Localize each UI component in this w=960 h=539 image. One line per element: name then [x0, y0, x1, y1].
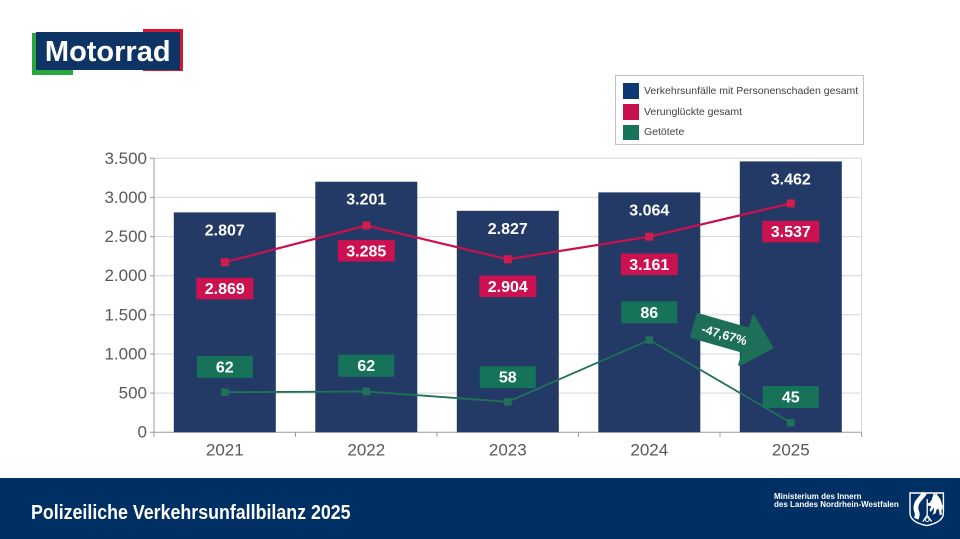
- svg-text:2025: 2025: [772, 441, 810, 460]
- svg-text:2.869: 2.869: [205, 281, 245, 298]
- svg-text:62: 62: [357, 358, 375, 375]
- svg-text:2.904: 2.904: [488, 279, 528, 296]
- svg-text:2021: 2021: [206, 441, 244, 460]
- svg-text:86: 86: [640, 305, 658, 322]
- svg-text:58: 58: [499, 370, 517, 387]
- svg-text:45: 45: [782, 390, 800, 407]
- svg-text:3.462: 3.462: [771, 171, 811, 188]
- svg-text:3.161: 3.161: [629, 257, 669, 274]
- svg-text:500: 500: [119, 384, 147, 403]
- svg-text:2.827: 2.827: [488, 221, 528, 238]
- svg-text:3.064: 3.064: [629, 202, 669, 219]
- svg-text:2.807: 2.807: [205, 222, 245, 239]
- svg-text:2023: 2023: [489, 441, 527, 460]
- svg-text:1.500: 1.500: [104, 305, 147, 324]
- svg-text:0: 0: [138, 423, 147, 442]
- svg-text:3.000: 3.000: [104, 188, 147, 207]
- svg-text:2.000: 2.000: [104, 266, 147, 285]
- svg-text:2022: 2022: [347, 441, 385, 460]
- svg-text:2.500: 2.500: [104, 227, 147, 246]
- svg-text:3.285: 3.285: [346, 243, 386, 260]
- svg-text:3.201: 3.201: [346, 192, 386, 209]
- svg-text:62: 62: [216, 359, 234, 376]
- svg-text:1.000: 1.000: [104, 345, 147, 364]
- svg-text:3.537: 3.537: [771, 224, 811, 241]
- svg-text:3.500: 3.500: [104, 149, 147, 168]
- svg-text:2024: 2024: [630, 441, 668, 460]
